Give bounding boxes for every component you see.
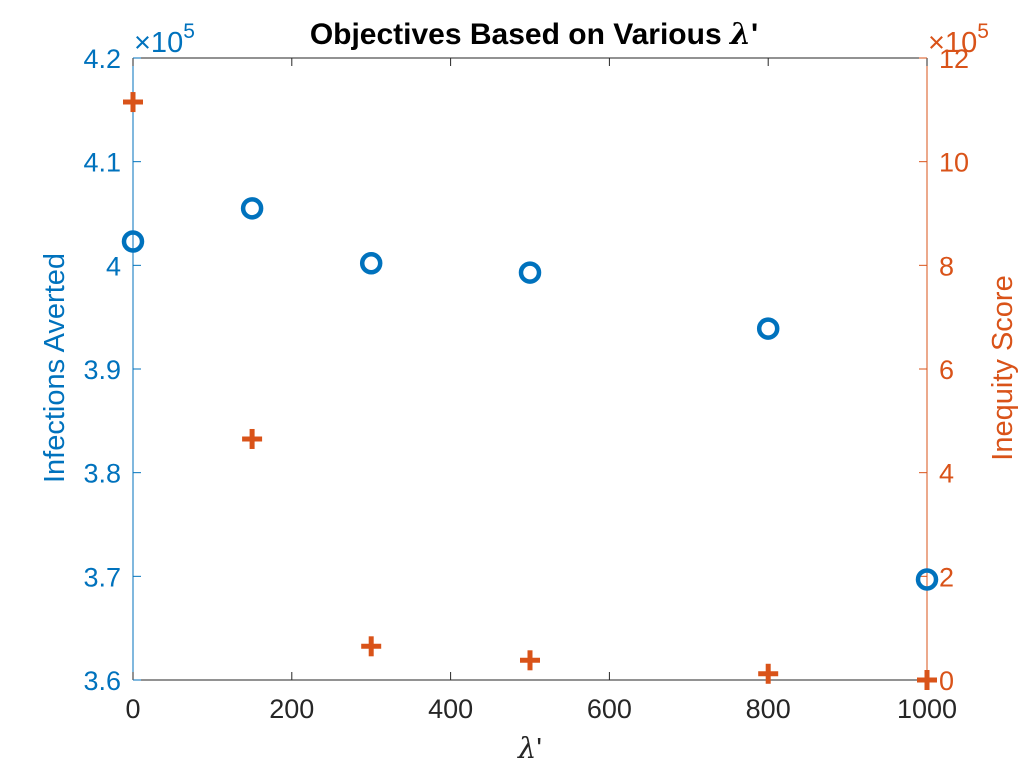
y-left-exponent-base: ×10 (134, 27, 183, 59)
infections-averted-point (240, 197, 264, 220)
y-left-tick-label: 3.7 (83, 562, 121, 592)
y-right-exponent-base: ×10 (928, 27, 977, 59)
y-right-exponent: ×105 (928, 20, 989, 59)
infections-averted-point (915, 568, 939, 591)
y-left-tick-label: 4.2 (83, 44, 121, 74)
y-left-tick-label: 4 (106, 251, 121, 281)
y-left-tick-label: 3.8 (83, 459, 121, 489)
marks-layer (121, 92, 939, 690)
y-right-tick-label: 12 (939, 44, 969, 74)
y-left-tick-label: 3.9 (83, 355, 121, 385)
y-right-tick-label: 6 (939, 355, 954, 385)
infections-averted-point (518, 261, 542, 284)
infections-averted-point (121, 230, 145, 253)
x-axis-label-suffix: ' (536, 733, 542, 765)
ticks-layer: 0 200 400 600 800 1000 3.6 3.7 3.8 3.9 4 4.1 4.2 0 2 4 6… (83, 44, 969, 724)
inequity-score-point (361, 636, 382, 657)
inequity-score-point (123, 92, 143, 113)
y-left-tick-label: 3.6 (83, 666, 121, 696)
y-right-tick-label: 2 (939, 562, 954, 592)
y-right-tick-label: 0 (939, 666, 954, 696)
x-axis-label-symbol: λ (517, 731, 536, 765)
inequity-score-point (520, 650, 540, 671)
axes-layer (132, 57, 928, 681)
x-tick-label: 0 (125, 694, 140, 724)
chart-title: Objectives Based on Various λ' (310, 17, 758, 52)
y-right-tick-label: 8 (939, 251, 954, 281)
y-right-axis-label: Inequity Score (987, 275, 1019, 460)
inequity-score-point (917, 670, 937, 690)
chart-title-suffix: ' (751, 18, 758, 51)
x-tick-label: 800 (746, 694, 791, 724)
infections-averted-point (359, 252, 383, 275)
chart-title-symbol: λ (728, 17, 751, 52)
y-left-exponent-power: 5 (183, 20, 195, 43)
y-left-exponent: ×105 (134, 20, 195, 59)
chart-title-text: Objectives Based on Various (310, 18, 730, 51)
x-axis-label: λ' (517, 731, 542, 765)
y-left-axis-label: Infections Averted (39, 253, 71, 483)
x-tick-label: 600 (587, 694, 632, 724)
infections-averted-point (756, 317, 780, 340)
x-tick-label: 1000 (897, 694, 957, 724)
y-right-tick-label: 4 (939, 459, 954, 489)
y-left-tick-label: 4.1 (83, 148, 121, 178)
x-tick-label: 400 (428, 694, 473, 724)
y-right-tick-label: 10 (939, 148, 969, 178)
inequity-score-point (758, 663, 779, 684)
inequity-score-point (242, 428, 263, 449)
x-tick-label: 200 (269, 694, 314, 724)
y-right-exponent-power: 5 (977, 20, 989, 43)
